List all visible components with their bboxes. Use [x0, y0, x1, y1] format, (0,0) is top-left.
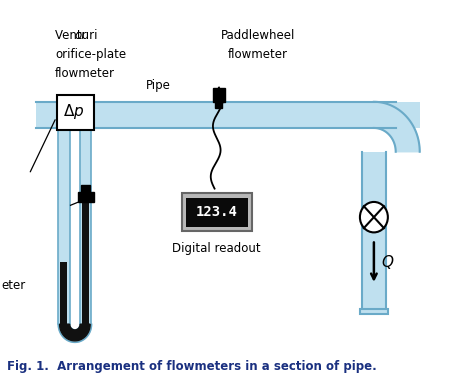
- Text: Digital readout: Digital readout: [173, 242, 261, 255]
- Text: Fig. 1.  Arrangement of flowmeters in a section of pipe.: Fig. 1. Arrangement of flowmeters in a s…: [7, 360, 377, 373]
- Bar: [78, 193, 94, 202]
- Bar: [60, 262, 67, 325]
- Bar: [36, 102, 420, 128]
- Text: Paddlewheel: Paddlewheel: [221, 29, 295, 42]
- Bar: [82, 185, 90, 193]
- Bar: [82, 198, 89, 325]
- Polygon shape: [374, 102, 420, 152]
- Polygon shape: [60, 324, 90, 341]
- Text: 123.4: 123.4: [196, 205, 238, 219]
- Text: Pipe: Pipe: [145, 79, 170, 92]
- Text: eter: eter: [1, 279, 26, 292]
- Polygon shape: [58, 324, 92, 342]
- Bar: [80, 128, 92, 324]
- Text: flowmeter: flowmeter: [228, 48, 288, 61]
- Text: $Q$: $Q$: [382, 253, 395, 271]
- Bar: [57, 96, 94, 129]
- Text: Venturi: Venturi: [55, 29, 102, 42]
- Text: $\Delta p$: $\Delta p$: [63, 102, 85, 121]
- Bar: [360, 309, 388, 314]
- Bar: [215, 101, 223, 107]
- Bar: [213, 87, 225, 102]
- Text: flowmeter: flowmeter: [55, 67, 115, 80]
- Bar: [186, 197, 248, 227]
- Bar: [362, 152, 386, 310]
- Bar: [58, 128, 70, 324]
- Circle shape: [360, 202, 388, 232]
- Text: orifice-plate: orifice-plate: [55, 48, 126, 61]
- Bar: [182, 193, 252, 231]
- Text: or: or: [75, 29, 87, 42]
